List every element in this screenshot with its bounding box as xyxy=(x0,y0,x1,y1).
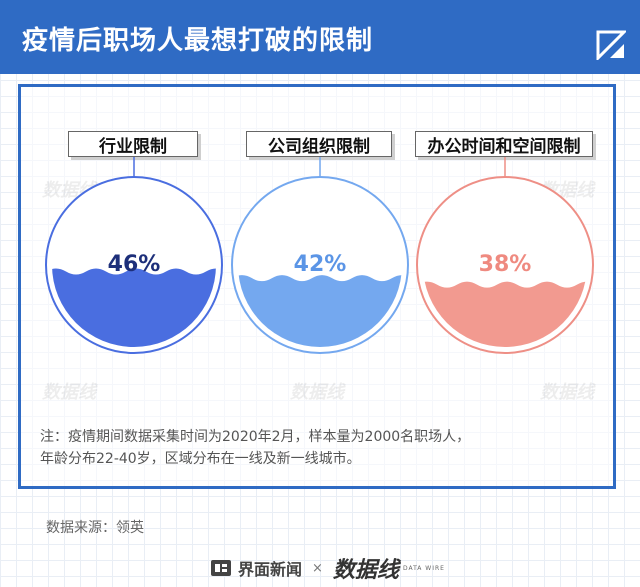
footnote-line: 年龄分布22-40岁，区域分布在一线及新一线城市。 xyxy=(40,451,361,467)
category-label-box: 行业限制 xyxy=(68,131,198,157)
watermark: 数据线 xyxy=(290,382,344,403)
value-label: 38% xyxy=(479,252,532,277)
source-text: 数据来源：领英 xyxy=(46,520,144,536)
footnote: 注：疫情期间数据采集时间为2020年2月，样本量为2000名职场人， 年龄分布2… xyxy=(40,426,600,470)
header-bar: 疫情后职场人最想打破的限制 xyxy=(0,0,640,74)
value-label: 46% xyxy=(108,252,161,277)
corner-deco-icon xyxy=(596,30,626,60)
datawire-subtitle: DATA WIRE xyxy=(402,564,445,572)
brand-name: 界面新闻 xyxy=(238,560,303,579)
value-label: 42% xyxy=(294,252,347,277)
watermark: 数据线 xyxy=(540,382,594,403)
category-label-box: 公司组织限制 xyxy=(246,131,392,157)
footer-logo: 界面新闻 × 数据线 DATA WIRE xyxy=(210,552,445,584)
footnote-line: 注：疫情期间数据采集时间为2020年2月，样本量为2000名职场人， xyxy=(40,429,471,445)
page-title: 疫情后职场人最想打破的限制 xyxy=(22,26,374,56)
watermark: 数据线 xyxy=(42,382,96,403)
jiemian-logo-icon xyxy=(211,560,231,576)
datawire-logo: 数据线 xyxy=(332,558,399,583)
category-label-box: 办公时间和空间限制 xyxy=(415,131,593,157)
times-symbol: × xyxy=(312,560,323,576)
